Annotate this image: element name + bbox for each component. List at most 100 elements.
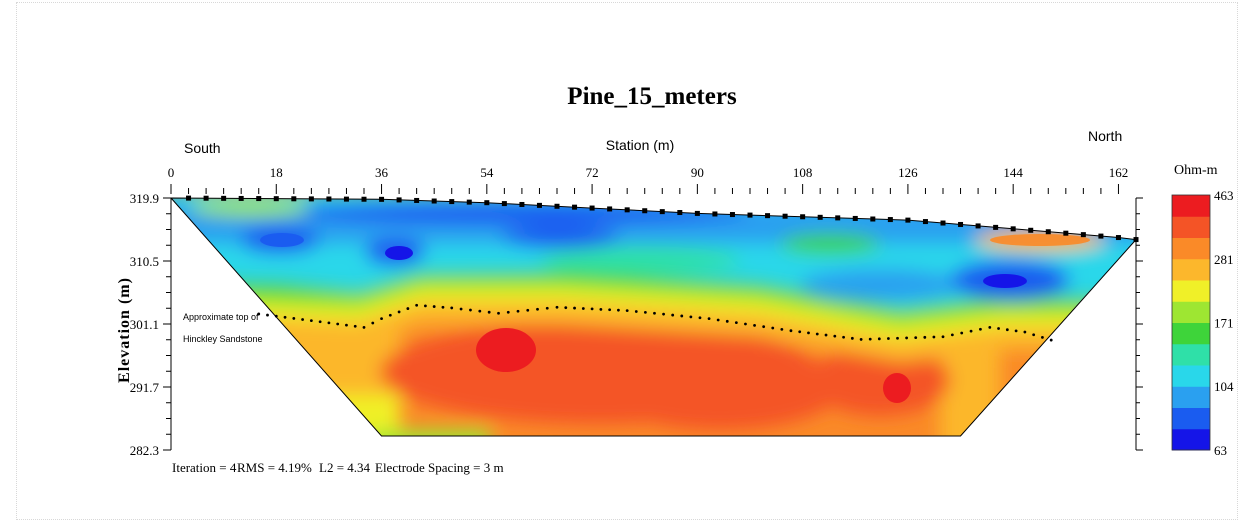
electrode-marker [589, 205, 595, 211]
contact-dot [432, 305, 436, 308]
contact-dot [859, 338, 863, 341]
contact-dot [625, 309, 629, 312]
electrode-marker [835, 215, 841, 221]
electrode-marker [414, 197, 420, 203]
contact-dot [309, 319, 313, 323]
electrode-marker [747, 212, 753, 218]
electrode-marker [501, 201, 507, 207]
electrode-marker [817, 214, 823, 220]
contact-dot [997, 327, 1000, 330]
electrode-marker [186, 195, 192, 201]
contact-annotation-line1: Approximate top of [183, 312, 259, 322]
electrode-marker [343, 196, 349, 202]
contact-dot [497, 311, 500, 315]
y-tick-label: 301.1 [130, 317, 159, 332]
contact-dot [833, 334, 837, 338]
contact-dot [274, 314, 278, 318]
electrode-marker [449, 199, 455, 205]
footer-electrode-spacing: Electrode Spacing = 3 m [375, 460, 504, 475]
footer-rms: RMS = 4.19% [237, 460, 312, 475]
contact-dot [969, 329, 973, 333]
high-resistivity-core-east [883, 373, 911, 403]
electrode-marker [624, 207, 630, 213]
electrode-marker [519, 201, 525, 207]
contact-dot [979, 327, 982, 331]
contact-dot [698, 316, 702, 320]
contact-dot [771, 326, 775, 330]
contact-dot [780, 327, 784, 331]
x-tick-label: 72 [586, 165, 599, 180]
colorbar-tick-label: 104 [1214, 379, 1234, 394]
electrode-marker [396, 197, 402, 203]
right-axis-ticks [1136, 197, 1143, 451]
x-axis-label: Station (m) [606, 137, 674, 153]
contact-dot [397, 310, 401, 314]
contact-dot [753, 323, 756, 327]
contact-dot [545, 306, 549, 310]
electrode-marker [782, 213, 788, 219]
electrode-marker [975, 223, 981, 229]
electrode-marker [466, 199, 472, 205]
electrode-marker [852, 215, 858, 221]
contact-dot [450, 306, 454, 310]
electrode-marker [554, 203, 560, 209]
contact-dot [634, 310, 638, 313]
contact-dot [327, 321, 331, 325]
contact-dot [564, 306, 568, 310]
contact-dot [318, 320, 322, 324]
electrode-marker [221, 195, 227, 201]
contact-dot [283, 315, 287, 319]
electrode-marker [308, 196, 314, 202]
electrode-marker [238, 195, 244, 201]
contact-dot [850, 336, 854, 340]
colorbar-label: Ohm-m [1174, 163, 1218, 178]
electrode-marker [694, 210, 700, 216]
electrode-marker [1098, 233, 1104, 239]
electrode-marker [1045, 229, 1051, 235]
electrode-marker [712, 211, 718, 217]
x-tick-label: 144 [1003, 165, 1023, 180]
resistivity-section [171, 198, 1136, 436]
shallow-resistive-lens [990, 234, 1090, 246]
electrode-marker [677, 210, 683, 216]
contact-dot [336, 322, 340, 326]
contact-dot [887, 337, 890, 340]
contact-dot [371, 321, 375, 325]
colorbar-swatch [1172, 386, 1210, 408]
electrode-marker [993, 224, 999, 230]
colorbar-swatch [1172, 428, 1210, 451]
y-tick-label: 319.9 [130, 191, 159, 206]
colorbar-swatch [1172, 258, 1210, 281]
contact-dot [388, 313, 392, 317]
contact-dot [459, 307, 463, 311]
contact-dot [798, 330, 802, 334]
contact-dot [671, 313, 675, 317]
contact-dot [789, 329, 793, 333]
low-resistivity-pocket-west [385, 246, 413, 260]
colorbar-swatch [1172, 280, 1210, 302]
x-tick-label: 90 [691, 165, 704, 180]
electrode-marker [273, 196, 279, 202]
electrode-marker [361, 196, 367, 202]
colorbar-swatch [1172, 216, 1210, 238]
colorbar-tick-label: 171 [1214, 315, 1234, 330]
contact-dot [536, 307, 539, 311]
electrode-marker [922, 219, 928, 225]
contact-dot [406, 307, 410, 310]
electrode-marker [291, 196, 297, 202]
contact-dot [689, 315, 693, 319]
electrode-marker [905, 217, 911, 223]
electrode-marker [887, 217, 893, 223]
electrode-marker [1133, 237, 1139, 243]
contact-dot [516, 309, 520, 313]
contact-dot [1005, 328, 1009, 332]
y-tick-label: 291.7 [130, 380, 160, 395]
y-axis-ticks: 319.9 310.5 301.1 291.7 282.3 [130, 191, 171, 458]
contact-dot [292, 317, 296, 320]
contact-dot [905, 336, 909, 340]
contact-dot [932, 335, 936, 339]
y-axis-label: Elevation (m) [116, 277, 133, 383]
contact-dot [469, 308, 472, 312]
contact-dot [725, 319, 729, 323]
contact-dot [257, 312, 261, 316]
